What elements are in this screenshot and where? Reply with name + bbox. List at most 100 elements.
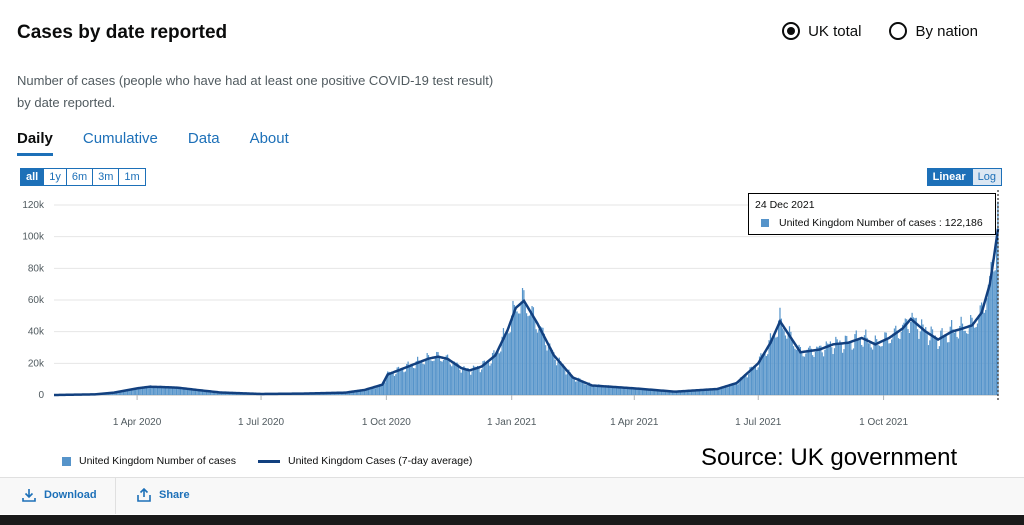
share-button[interactable]: Share [137, 488, 190, 502]
daily-cases-bar [979, 305, 981, 395]
daily-cases-bar [491, 352, 494, 395]
daily-cases-bar [173, 388, 175, 395]
daily-cases-bar [757, 367, 759, 395]
legend-label-average: United Kingdom Cases (7-day average) [288, 455, 473, 467]
radio-uk-total[interactable]: UK total [782, 22, 861, 40]
daily-cases-bar [445, 355, 447, 395]
daily-cases-bar [666, 391, 668, 395]
daily-cases-bar [769, 333, 772, 395]
share-icon [137, 488, 151, 502]
legend-item-cases[interactable]: United Kingdom Number of cases [62, 455, 236, 467]
daily-cases-bar [824, 349, 826, 395]
daily-cases-bar [180, 387, 182, 395]
daily-cases-bar [670, 391, 672, 395]
daily-cases-bar [391, 371, 393, 395]
daily-cases-bar [468, 371, 471, 395]
daily-cases-bar [354, 391, 356, 395]
daily-cases-bar [486, 360, 488, 395]
daily-cases-bar [870, 347, 872, 395]
tab-daily[interactable]: Daily [17, 130, 53, 156]
daily-cases-bar [652, 390, 654, 395]
daily-cases-bar [166, 387, 168, 395]
daily-cases-bar [515, 311, 517, 395]
daily-cases-bar [836, 339, 838, 395]
daily-cases-bar [810, 348, 812, 395]
daily-cases-bar [516, 311, 518, 395]
daily-cases-bar [374, 388, 377, 395]
daily-cases-bar [632, 389, 634, 395]
range-1y-button[interactable]: 1y [43, 168, 67, 186]
daily-cases-bar [803, 356, 806, 395]
daily-cases-bar [907, 329, 909, 395]
daily-cases-bar [359, 390, 362, 395]
scale-log-button[interactable]: Log [971, 168, 1002, 186]
daily-cases-bar [963, 330, 965, 395]
tab-about[interactable]: About [249, 130, 289, 147]
daily-cases-bar [358, 390, 360, 395]
daily-cases-bar [848, 341, 851, 395]
tab-data[interactable]: Data [187, 130, 220, 147]
daily-cases-bar [350, 391, 352, 395]
tab-cumulative[interactable]: Cumulative [82, 130, 158, 147]
daily-cases-bar [986, 298, 988, 395]
daily-cases-bar [658, 390, 660, 395]
daily-cases-bar [438, 357, 441, 395]
daily-cases-bar [970, 315, 972, 395]
daily-cases-bar [538, 329, 540, 395]
daily-cases-bar [677, 391, 679, 395]
radio-by-nation[interactable]: By nation [889, 22, 978, 40]
daily-cases-bar [731, 383, 733, 395]
daily-cases-bar [520, 301, 522, 395]
daily-cases-bar [575, 381, 577, 395]
daily-cases-bar [904, 318, 906, 395]
daily-cases-bar [664, 390, 667, 395]
chart-legend: United Kingdom Number of cases United Ki… [62, 455, 472, 467]
daily-cases-bar [700, 390, 702, 395]
daily-cases-bar [669, 391, 671, 395]
daily-cases-bar [169, 386, 171, 395]
daily-cases-bar [685, 390, 687, 395]
daily-cases-bar [833, 348, 836, 395]
daily-cases-bar [129, 388, 131, 395]
daily-cases-bar [786, 338, 788, 395]
daily-cases-bar [641, 390, 644, 395]
daily-cases-bar [496, 352, 498, 395]
daily-cases-bar [696, 390, 698, 395]
daily-cases-bar [584, 384, 586, 395]
daily-cases-bar [709, 389, 712, 395]
range-3m-button[interactable]: 3m [92, 168, 120, 186]
daily-cases-bar [410, 366, 412, 395]
daily-cases-bar [993, 271, 995, 395]
daily-cases-bar [190, 388, 193, 395]
daily-cases-bar [649, 389, 652, 395]
daily-cases-bar [748, 374, 750, 395]
daily-cases-bar [133, 388, 135, 395]
daily-cases-bar [158, 386, 160, 395]
daily-cases-bar [771, 338, 773, 395]
daily-cases-bar [436, 351, 438, 395]
daily-cases-bar [185, 388, 187, 395]
range-all-button[interactable]: all [20, 168, 45, 186]
range-1m-button[interactable]: 1m [118, 168, 146, 186]
daily-cases-bar [692, 390, 694, 395]
daily-cases-bar [565, 374, 567, 395]
x-tick-label: 1 Apr 2021 [610, 417, 659, 428]
daily-cases-bar [911, 312, 913, 395]
download-button[interactable]: Download [22, 488, 97, 502]
daily-cases-bar [555, 365, 558, 395]
legend-item-average[interactable]: United Kingdom Cases (7-day average) [258, 455, 472, 467]
daily-cases-bar [493, 350, 495, 395]
daily-cases-bar [144, 387, 146, 395]
scale-linear-button[interactable]: Linear [926, 168, 972, 186]
daily-cases-bar [867, 343, 870, 395]
daily-cases-bar [613, 387, 615, 395]
daily-cases-bar [367, 388, 370, 395]
daily-cases-bar [576, 381, 578, 395]
daily-cases-bar [987, 284, 989, 395]
daily-cases-bar [622, 388, 624, 395]
range-6m-button[interactable]: 6m [65, 168, 94, 186]
daily-cases-bar [914, 318, 916, 395]
daily-cases-bar [482, 361, 484, 395]
daily-cases-bar [600, 386, 603, 395]
daily-cases-bar [395, 374, 397, 395]
